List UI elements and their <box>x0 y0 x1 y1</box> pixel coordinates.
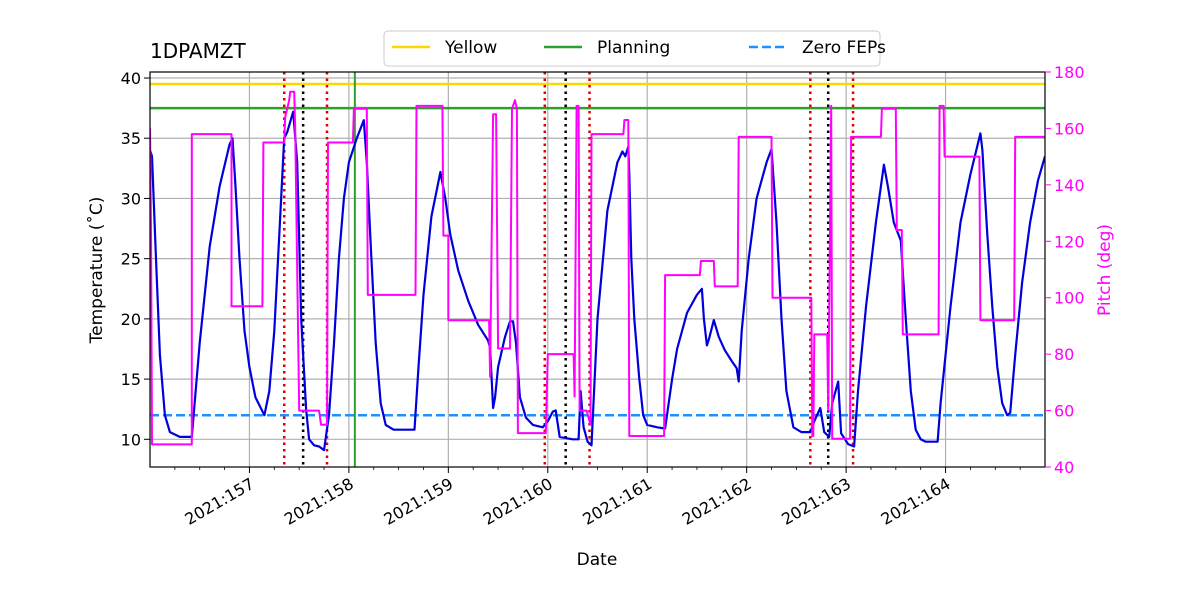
y2-tick-label: 40 <box>1054 458 1074 477</box>
y2-tick-label: 140 <box>1054 176 1085 195</box>
x-tick-label: 2021:162 <box>679 474 755 529</box>
x-axis-label: Date <box>577 550 618 570</box>
pitch-series-line <box>150 90 1045 446</box>
legend-label-planning: Planning <box>597 38 670 58</box>
event-lines-layer <box>283 72 855 467</box>
y-tick-label: 30 <box>121 189 141 208</box>
x-tick-label: 2021:163 <box>778 474 854 529</box>
y2-tick-label: 80 <box>1054 345 1074 364</box>
y-tick-label: 20 <box>121 310 141 329</box>
chart-title: 1DPAMZT <box>150 39 247 63</box>
legend: Yellow Planning Zero FEPs <box>383 30 886 67</box>
y-tick-label: 35 <box>121 129 141 148</box>
x-tick-label: 2021:164 <box>878 474 954 529</box>
y2-axis-label: Pitch (deg) <box>1095 224 1115 316</box>
legend-label-zero-feps: Zero FEPs <box>802 38 886 58</box>
x-tick-label: 2021:159 <box>380 474 456 529</box>
legend-box <box>383 30 881 67</box>
legend-label-yellow: Yellow <box>444 38 497 58</box>
x-tick-label: 2021:157 <box>182 474 258 529</box>
y-tick-label: 10 <box>121 430 141 449</box>
y2-tick-label: 60 <box>1054 402 1074 421</box>
y-tick-label: 40 <box>121 69 141 88</box>
temperature-series-line <box>150 110 1045 452</box>
y-tick-label: 15 <box>121 370 141 389</box>
y-tick-label: 25 <box>121 250 141 269</box>
x-tick-label: 2021:161 <box>579 474 655 529</box>
y2-tick-label: 120 <box>1054 232 1085 251</box>
series-layer <box>150 90 1045 452</box>
y2-tick-label: 160 <box>1054 119 1085 138</box>
x-tick-label: 2021:158 <box>281 474 357 529</box>
y2-tick-label: 100 <box>1054 289 1085 308</box>
y2-tick-label: 180 <box>1054 63 1085 82</box>
y-axis-label: Temperature (˚C) <box>86 197 107 345</box>
x-tick-label: 2021:160 <box>480 474 556 529</box>
